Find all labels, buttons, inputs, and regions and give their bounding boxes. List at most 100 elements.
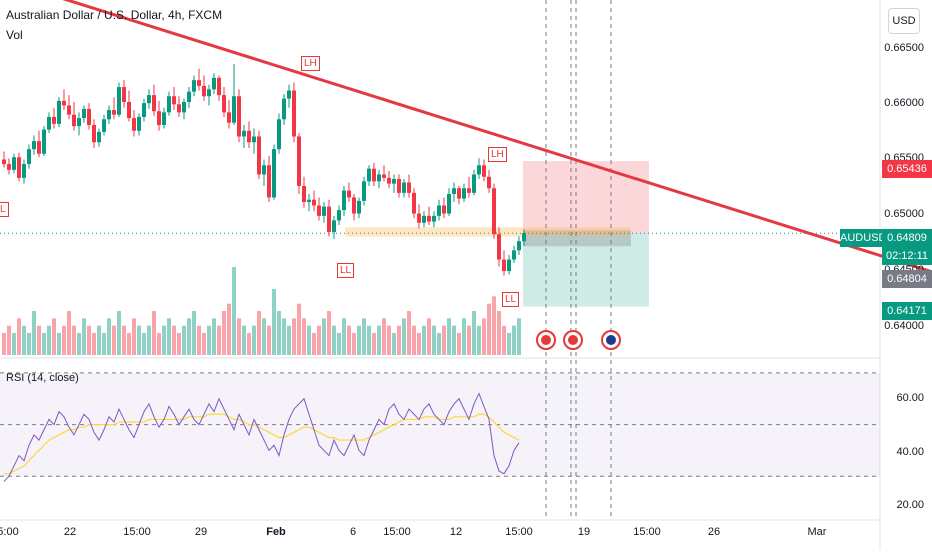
volume-bar: [247, 333, 251, 355]
candle-body: [327, 206, 331, 232]
volume-bar: [67, 311, 71, 355]
volume-bar: [207, 325, 211, 355]
candle-body: [322, 206, 326, 216]
volume-bar: [17, 318, 21, 355]
rsi-tick: 60.00: [896, 392, 924, 404]
volume-bar: [52, 318, 56, 355]
time-tick: Feb: [266, 526, 286, 538]
candle-body: [392, 179, 396, 184]
candle-body: [387, 177, 391, 184]
candle-body: [127, 102, 131, 119]
flag-icon: [606, 335, 616, 345]
volume-bar: [517, 318, 521, 355]
volume-bar: [487, 303, 491, 355]
volume-bar: [187, 318, 191, 355]
candle-body: [67, 105, 71, 115]
volume-bar: [447, 318, 451, 355]
volume-bar: [87, 325, 91, 355]
candle-body: [482, 165, 486, 177]
candle-body: [132, 118, 136, 131]
volume-bar: [172, 325, 176, 355]
volume-bar: [417, 333, 421, 355]
candle-body: [212, 77, 216, 90]
candle-body: [207, 89, 211, 97]
candle-body: [287, 90, 291, 99]
candle-body: [12, 157, 16, 170]
rsi-line: [3, 392, 520, 482]
volume-bar: [502, 325, 506, 355]
candle-body: [72, 114, 76, 127]
candle-body: [232, 96, 236, 123]
volume-bar: [152, 311, 156, 355]
candle-body: [167, 96, 171, 113]
candle-body: [37, 141, 41, 154]
volume-bar: [162, 325, 166, 355]
candle-body: [7, 164, 11, 170]
rsi-tick: 20.00: [896, 499, 924, 511]
volume-bar: [62, 325, 66, 355]
candle-body: [182, 102, 186, 113]
volume-bar: [282, 318, 286, 355]
volume-bar: [367, 325, 371, 355]
time-tick: 15:00: [505, 526, 533, 538]
volume-indicator-label[interactable]: Vol: [6, 28, 23, 42]
volume-bar: [312, 333, 316, 355]
volume-bar: [307, 325, 311, 355]
volume-bar: [397, 325, 401, 355]
volume-bar: [252, 325, 256, 355]
rsi-indicator-label[interactable]: RSI (14, close): [6, 372, 79, 384]
volume-bar: [477, 325, 481, 355]
candle-body: [122, 87, 126, 102]
lower-high-marker: LH: [488, 147, 507, 162]
candle-body: [152, 95, 156, 112]
volume-bar: [352, 333, 356, 355]
price-tick: 0.65000: [884, 208, 924, 220]
volume-bar: [437, 333, 441, 355]
candle-body: [82, 108, 86, 119]
candle-body: [332, 220, 336, 232]
volume-bar: [412, 325, 416, 355]
candle-body: [347, 190, 351, 198]
candle-body: [377, 174, 381, 182]
volume-bar: [392, 333, 396, 355]
candle-body: [177, 104, 181, 113]
candle-body: [147, 95, 151, 104]
volume-bar: [382, 318, 386, 355]
volume-bar: [32, 311, 36, 355]
candle-body: [272, 149, 276, 198]
stop-price-badge: 0.65436: [882, 160, 932, 178]
candle-body: [442, 205, 446, 214]
volume-bar: [512, 325, 516, 355]
currency-button[interactable]: USD: [888, 8, 920, 34]
volume-bar: [372, 333, 376, 355]
volume-bar: [82, 318, 86, 355]
candle-body: [257, 136, 261, 175]
volume-bar: [242, 325, 246, 355]
volume-bar: [227, 303, 231, 355]
time-tick: Mar: [807, 526, 827, 538]
volume-bar: [132, 318, 136, 355]
volume-bar: [222, 311, 226, 355]
candle-body: [192, 80, 196, 92]
volume-bar: [47, 325, 51, 355]
volume-bar: [197, 325, 201, 355]
volume-bar: [127, 333, 131, 355]
candle-body: [447, 194, 451, 214]
volume-bar: [167, 318, 171, 355]
volume-bar: [182, 325, 186, 355]
price-tick: 0.66500: [884, 42, 924, 54]
volume-bar: [347, 325, 351, 355]
target-price-badge: 0.64171: [882, 302, 932, 320]
volume-bar: [492, 296, 496, 355]
candle-body: [2, 159, 6, 165]
candle-body: [472, 174, 476, 193]
candle-body: [27, 149, 31, 165]
low-marker: L: [0, 202, 9, 217]
flag-icon: [568, 335, 578, 345]
candle-body: [412, 192, 416, 214]
candle-body: [92, 125, 96, 143]
candle-body: [57, 100, 61, 124]
candle-body: [417, 213, 421, 223]
